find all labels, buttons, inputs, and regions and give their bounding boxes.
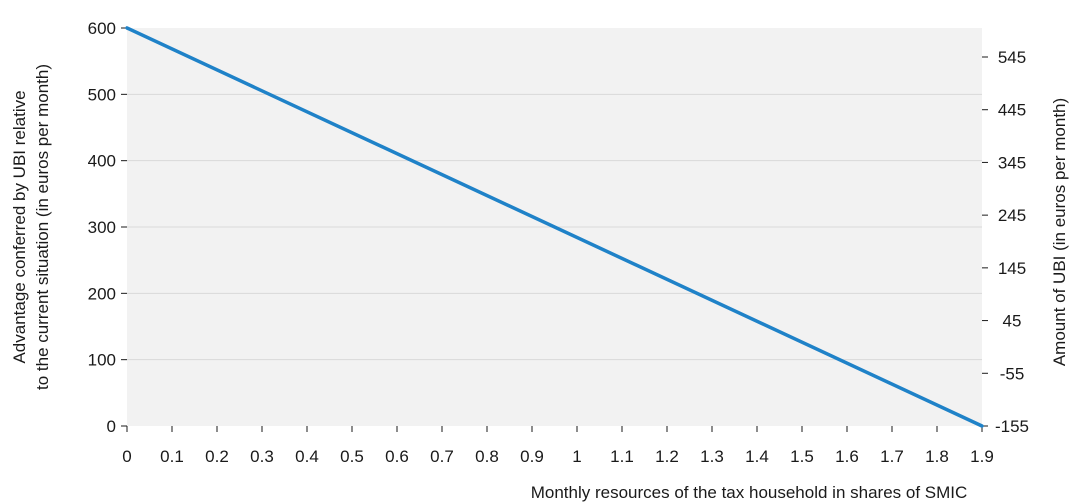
x-tick-label: 0.6 <box>385 447 409 466</box>
x-tick-label: 0 <box>122 447 131 466</box>
y-right-tick-label: 145 <box>998 259 1026 278</box>
x-tick-label: 0.5 <box>340 447 364 466</box>
y-right-tick-label: -55 <box>1000 364 1025 383</box>
y-left-axis-ticks: 0 100 200 300 400 500 600 <box>88 19 127 436</box>
y-left-tick-label: 500 <box>88 85 116 104</box>
y-left-tick-label: 200 <box>88 284 116 303</box>
y-left-tick-label: 600 <box>88 19 116 38</box>
y-left-tick-label: 300 <box>88 218 116 237</box>
x-tick-label: 1.8 <box>925 447 949 466</box>
y-right-axis-ticks: -155 -55 45 145 245 345 445 545 <box>982 48 1029 436</box>
y-left-axis-title-line-1: Advantage conferred by UBI relative <box>10 90 29 363</box>
x-tick-label: 0.7 <box>430 447 454 466</box>
x-axis-title: Monthly resources of the tax household i… <box>531 483 968 502</box>
x-tick-label: 0.8 <box>475 447 499 466</box>
series-line <box>125 26 984 428</box>
y-right-tick-label: 345 <box>998 153 1026 172</box>
y-right-tick-label: 245 <box>998 206 1026 225</box>
x-axis-ticks: 0 0.1 0.2 0.3 0.4 0.5 0.6 0.7 0.8 0.9 1 1.1 1.2 1.3 1.… <box>122 426 994 466</box>
x-tick-label: 1.9 <box>970 447 994 466</box>
x-tick-label: 1.1 <box>610 447 634 466</box>
x-tick-label: 0.2 <box>205 447 229 466</box>
y-left-tick-label: 0 <box>107 417 116 436</box>
x-tick-label: 0.9 <box>520 447 544 466</box>
series-layer <box>125 26 984 428</box>
y-right-axis-title: Amount of UBI (in euros per month) <box>1050 98 1069 366</box>
y-right-tick-label: -155 <box>995 417 1029 436</box>
x-tick-label: 1.6 <box>835 447 859 466</box>
x-tick-label: 1.4 <box>745 447 769 466</box>
x-tick-label: 0.4 <box>295 447 319 466</box>
x-tick-label: 1.3 <box>700 447 724 466</box>
x-tick-label: 1.7 <box>880 447 904 466</box>
y-right-tick-label: 545 <box>998 48 1026 67</box>
x-tick-label: 0.1 <box>160 447 184 466</box>
y-left-axis-title-line-2: to the current situation (in euros per m… <box>33 64 52 390</box>
x-tick-label: 0.3 <box>250 447 274 466</box>
y-left-tick-label: 400 <box>88 152 116 171</box>
y-left-tick-label: 100 <box>88 351 116 370</box>
y-right-tick-label: 445 <box>998 101 1026 120</box>
x-tick-label: 1 <box>572 447 581 466</box>
x-tick-label: 1.2 <box>655 447 679 466</box>
y-right-tick-label: 45 <box>1003 312 1022 331</box>
x-tick-label: 1.5 <box>790 447 814 466</box>
